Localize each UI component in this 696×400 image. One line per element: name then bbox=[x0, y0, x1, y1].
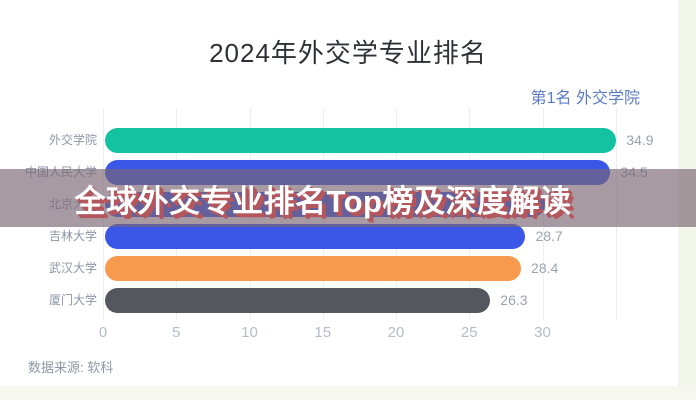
x-tick-label: 20 bbox=[387, 324, 405, 341]
edge-strip-bottom bbox=[0, 386, 696, 400]
category-label: 吉林大学 bbox=[48, 229, 97, 243]
category-label: 外交学院 bbox=[48, 133, 97, 147]
x-tick-label: 0 bbox=[98, 324, 108, 341]
rank-note: 第1名 外交学院 bbox=[530, 90, 640, 107]
x-tick-label: 10 bbox=[241, 324, 258, 341]
overlay-banner: 全球外交专业排名Top榜及深度解读 bbox=[0, 169, 696, 227]
x-tick-label: 5 bbox=[172, 324, 181, 341]
value-label: 28.4 bbox=[531, 260, 559, 276]
overlay-banner-text: 全球外交专业排名Top榜及深度解读 bbox=[74, 183, 572, 219]
category-label: 武汉大学 bbox=[48, 261, 97, 275]
x-tick-label: 30 bbox=[534, 324, 551, 341]
x-tick-label: 25 bbox=[460, 324, 478, 341]
value-label: 26.3 bbox=[500, 292, 528, 308]
bar bbox=[105, 256, 522, 281]
value-label: 34.9 bbox=[626, 132, 654, 148]
chart-title: 2024年外交学专业排名 bbox=[209, 38, 487, 68]
value-label: 28.7 bbox=[535, 228, 563, 244]
x-tick-label: 15 bbox=[314, 324, 332, 341]
source-note: 数据来源: 软科 bbox=[28, 360, 114, 375]
bar bbox=[105, 224, 526, 249]
bar bbox=[105, 128, 617, 153]
bar bbox=[105, 288, 491, 313]
category-label: 厦门大学 bbox=[48, 293, 97, 307]
